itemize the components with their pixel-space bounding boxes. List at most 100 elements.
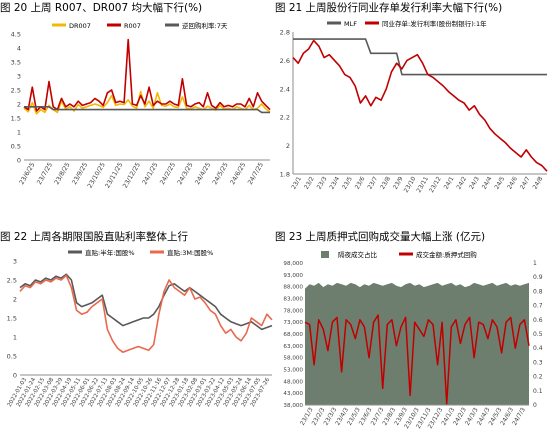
y-left-tick-label: 48,000 xyxy=(283,379,303,385)
chart-svg: 98,000 93,000 88,000 83,000 78,000 73,000 68,0… xyxy=(283,250,543,430)
y-tick-label: 2.6 xyxy=(280,57,290,65)
y-tick-label: 2 xyxy=(286,142,290,150)
series-line xyxy=(23,90,271,115)
chart-panel-1: 图 20 上周 R007、DR007 均大幅下行(%) 4.5 4 3.5 3 2.5 2… xyxy=(0,0,275,222)
chart-panel-3: 图 22 上周各期限国股直贴利率整体上行 3 2.5 2 1.5 1 0.5 0 2022-0… xyxy=(0,229,275,444)
y-tick-label: 2.5 xyxy=(11,87,21,95)
y-tick-label: 0 xyxy=(17,157,21,165)
series-line xyxy=(293,38,547,76)
x-tick-label: 24/8 xyxy=(532,175,545,190)
x-tick-label: 24/6/25 xyxy=(229,162,247,187)
legend-label: 隔夜成交占比 xyxy=(338,250,378,259)
y-right-tick-label: 0.3 xyxy=(533,359,543,366)
x-tick-label: 24/5/25 xyxy=(212,162,230,187)
y-tick-label: 4.5 xyxy=(11,31,21,39)
legend-label: 成交金额:质押式回购 xyxy=(416,250,477,259)
y-tick-label: 2 xyxy=(13,296,17,304)
y-right-tick-label: 0.2 xyxy=(533,374,543,381)
y-right-tick-label: 0.1 xyxy=(533,388,543,395)
x-tick-label: 24/3 xyxy=(468,175,481,190)
chart-svg: 4.5 4 3.5 3 2.5 2 1.5 1 0.5 023/6/25 23/7/25 23/8/2… xyxy=(11,21,271,190)
y-left-tick-label: 68,000 xyxy=(283,332,303,338)
series-line xyxy=(292,39,548,172)
y-right-tick-label: 0 xyxy=(533,402,537,409)
x-tick-label: 24/2 xyxy=(455,175,468,190)
y-tick-label: 2.8 xyxy=(280,29,290,37)
x-tick-label: 24/7/25 xyxy=(247,162,265,187)
x-tick-label: 23/6/25 xyxy=(18,162,36,187)
series-line xyxy=(19,274,273,353)
x-tick-label: 24/4/25 xyxy=(194,162,212,187)
x-tick-label: 23/7/25 xyxy=(36,162,54,187)
x-tick-label: 24/7 xyxy=(519,175,532,190)
x-tick-label: 23/8/25 xyxy=(53,162,71,187)
y-left-tick-label: 93,000 xyxy=(283,273,303,279)
series-line xyxy=(19,273,273,331)
legend-swatch xyxy=(321,251,329,258)
legend-label: 直贴:半年:国股% xyxy=(85,248,135,257)
series-line xyxy=(23,38,271,112)
y-tick-label: 2.5 xyxy=(7,277,17,285)
y-right-tick-label: 0.6 xyxy=(533,317,543,324)
x-tick-label: 23/7 xyxy=(366,175,379,190)
y-left-tick-label: 73,000 xyxy=(283,320,303,326)
chart-svg: 2.8 2.6 2.4 2.2 2 1.823/1 23/2 23/3 23/4 23/5 23/6… xyxy=(280,19,548,194)
y-left-tick-label: 78,000 xyxy=(283,308,303,314)
x-tick-label: 23/4 xyxy=(328,175,341,190)
series-area xyxy=(305,282,529,405)
y-tick-label: 3.5 xyxy=(11,59,21,67)
y-right-tick-label: 1 xyxy=(533,260,537,267)
chart-title: 图 23 上周质押式回购成交量大幅上涨 (亿元) xyxy=(275,231,486,243)
chart-panel-4: 图 23 上周质押式回购成交量大幅上涨 (亿元) 98,000 93,000 88,… xyxy=(275,229,550,444)
legend-label: 同业存单:发行利率(股份制银行):1年 xyxy=(382,19,487,28)
series-line xyxy=(304,314,530,405)
x-tick-label: 24/1/25 xyxy=(141,162,159,187)
y-right-tick-label: 0.4 xyxy=(533,345,543,352)
y-tick-label: 1 xyxy=(17,129,21,137)
y-left-tick-label: 53,000 xyxy=(283,368,303,374)
legend-label: R007 xyxy=(124,22,141,30)
x-tick-label: 23/5 xyxy=(341,175,354,190)
x-tick-label: 24/1 xyxy=(443,175,456,190)
y-tick-label: 0.5 xyxy=(7,353,17,361)
legend-label: 逆回购利率:7天 xyxy=(182,21,228,30)
x-tick-label: 24/2/25 xyxy=(159,162,177,187)
legend-label: DR007 xyxy=(69,22,91,30)
y-right-tick-label: 0.5 xyxy=(533,331,543,338)
y-tick-label: 2.4 xyxy=(280,85,290,93)
y-left-tick-label: 98,000 xyxy=(283,261,303,267)
legend-label: 直贴:3M:国股% xyxy=(167,248,213,257)
x-tick-label: 23/12 xyxy=(428,175,443,194)
x-tick-label: 24/3/25 xyxy=(176,162,194,187)
y-right-tick-label: 0.7 xyxy=(533,303,543,310)
chart-svg: 32.521.510.502022-01-032022-01-242022-02… xyxy=(7,248,273,408)
chart-title: 图 20 上周 R007、DR007 均大幅下行(%) xyxy=(0,2,203,14)
x-tick-label: 23/8 xyxy=(379,175,392,190)
y-left-tick-label: 43,000 xyxy=(283,391,303,397)
y-tick-label: 1.8 xyxy=(280,171,290,179)
x-tick-label: 23/1 xyxy=(290,175,303,190)
series-line xyxy=(24,106,270,114)
x-tick-label: 24/4 xyxy=(481,175,494,190)
x-tick-label: 23/6 xyxy=(354,175,367,190)
y-left-tick-label: 58,000 xyxy=(283,356,303,362)
y-left-tick-label: 83,000 xyxy=(283,297,303,303)
legend-label: MLF xyxy=(344,20,357,28)
x-tick-label: 23/12/25 xyxy=(122,162,142,190)
x-tick-label: 23/9/25 xyxy=(71,162,89,187)
y-tick-label: 1.5 xyxy=(11,115,21,123)
y-left-tick-label: 88,000 xyxy=(283,285,303,291)
y-left-tick-label: 63,000 xyxy=(283,344,303,350)
y-tick-label: 3 xyxy=(17,73,21,81)
y-right-tick-label: 0.9 xyxy=(533,274,543,281)
y-tick-label: 0 xyxy=(13,372,17,380)
x-tick-label: 23/3 xyxy=(316,175,329,190)
y-tick-label: 4 xyxy=(17,45,21,53)
y-tick-label: 0.5 xyxy=(11,143,21,151)
chart-panel-2: 图 21 上周股份行同业存单发行利率大幅下行(%) 2.8 2.6 2.4 2.2 2 1… xyxy=(275,0,550,222)
x-tick-label: 24/6 xyxy=(506,175,519,190)
x-tick-label: 24/5 xyxy=(493,175,506,190)
y-tick-label: 1 xyxy=(13,334,17,342)
x-tick-label: 23/2 xyxy=(303,175,316,190)
y-tick-label: 2 xyxy=(17,101,21,109)
